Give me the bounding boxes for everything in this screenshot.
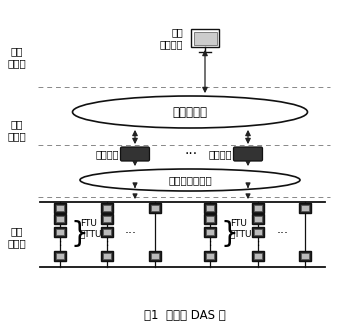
- FancyBboxPatch shape: [101, 251, 113, 261]
- Text: }: }: [220, 220, 238, 248]
- FancyBboxPatch shape: [151, 205, 159, 211]
- FancyBboxPatch shape: [103, 216, 111, 222]
- FancyBboxPatch shape: [206, 229, 214, 235]
- FancyBboxPatch shape: [54, 214, 66, 224]
- Text: 配电
主站层: 配电 主站层: [7, 46, 27, 68]
- Text: 配电
子站层: 配电 子站层: [7, 119, 27, 141]
- Text: 无线传感器网络: 无线传感器网络: [168, 175, 212, 185]
- FancyBboxPatch shape: [149, 251, 161, 261]
- FancyBboxPatch shape: [54, 251, 66, 261]
- FancyBboxPatch shape: [299, 251, 311, 261]
- FancyBboxPatch shape: [101, 214, 113, 224]
- FancyBboxPatch shape: [120, 147, 150, 161]
- Text: FTU
或TTU: FTU 或TTU: [230, 219, 253, 239]
- Text: ···: ···: [125, 227, 137, 240]
- FancyBboxPatch shape: [234, 147, 262, 161]
- Text: }: }: [70, 220, 88, 248]
- FancyBboxPatch shape: [193, 32, 217, 44]
- FancyBboxPatch shape: [56, 253, 64, 259]
- Text: 配电
终端层: 配电 终端层: [7, 226, 27, 248]
- FancyBboxPatch shape: [252, 251, 264, 261]
- Text: 光纤以太网: 光纤以太网: [172, 106, 207, 119]
- FancyBboxPatch shape: [204, 227, 216, 237]
- FancyBboxPatch shape: [301, 253, 309, 259]
- FancyBboxPatch shape: [101, 203, 113, 213]
- FancyBboxPatch shape: [204, 251, 216, 261]
- Ellipse shape: [72, 96, 307, 128]
- FancyBboxPatch shape: [252, 214, 264, 224]
- FancyBboxPatch shape: [54, 227, 66, 237]
- Text: 配电子站: 配电子站: [96, 149, 119, 159]
- Text: ···: ···: [277, 227, 289, 240]
- Text: ⋮: ⋮: [101, 237, 113, 247]
- FancyBboxPatch shape: [204, 214, 216, 224]
- FancyBboxPatch shape: [299, 203, 311, 213]
- FancyBboxPatch shape: [191, 29, 219, 47]
- FancyBboxPatch shape: [103, 205, 111, 211]
- FancyBboxPatch shape: [56, 216, 64, 222]
- Text: 配电
主站系统: 配电 主站系统: [159, 27, 183, 49]
- FancyBboxPatch shape: [56, 205, 64, 211]
- FancyBboxPatch shape: [254, 253, 262, 259]
- FancyBboxPatch shape: [149, 203, 161, 213]
- FancyBboxPatch shape: [103, 253, 111, 259]
- FancyBboxPatch shape: [301, 205, 309, 211]
- FancyBboxPatch shape: [206, 205, 214, 211]
- FancyBboxPatch shape: [204, 203, 216, 213]
- Text: ⋮: ⋮: [252, 237, 264, 247]
- FancyBboxPatch shape: [103, 229, 111, 235]
- FancyBboxPatch shape: [252, 203, 264, 213]
- Ellipse shape: [80, 169, 300, 191]
- FancyBboxPatch shape: [206, 253, 214, 259]
- Text: FTU
或TTU: FTU 或TTU: [80, 219, 102, 239]
- FancyBboxPatch shape: [101, 227, 113, 237]
- FancyBboxPatch shape: [56, 229, 64, 235]
- FancyBboxPatch shape: [54, 203, 66, 213]
- Text: ⋮: ⋮: [204, 237, 216, 247]
- Text: ···: ···: [184, 147, 198, 161]
- FancyBboxPatch shape: [254, 205, 262, 211]
- FancyBboxPatch shape: [206, 216, 214, 222]
- Text: ⋮: ⋮: [54, 237, 66, 247]
- FancyBboxPatch shape: [252, 227, 264, 237]
- Text: www.elecfans.com: www.elecfans.com: [150, 180, 220, 189]
- Text: 图1  典型的 DAS 图: 图1 典型的 DAS 图: [144, 309, 226, 322]
- Text: 配电子站: 配电子站: [208, 149, 232, 159]
- FancyBboxPatch shape: [151, 253, 159, 259]
- FancyBboxPatch shape: [254, 229, 262, 235]
- FancyBboxPatch shape: [254, 216, 262, 222]
